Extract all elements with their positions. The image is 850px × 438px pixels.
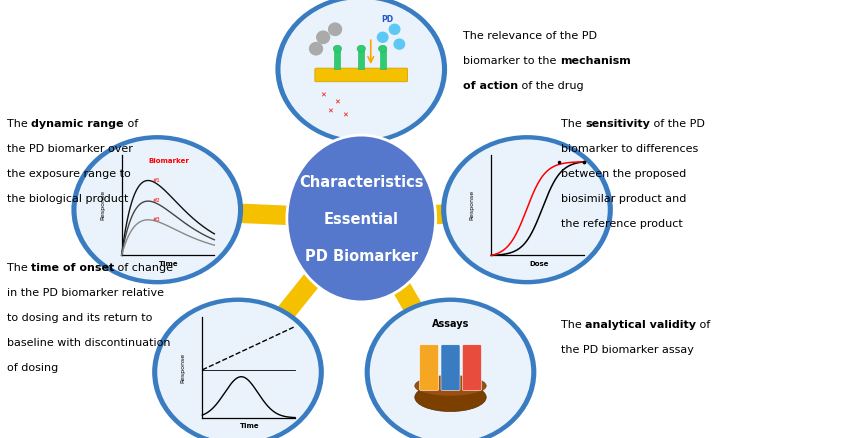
Bar bbox=[380, 49, 386, 70]
Text: Response: Response bbox=[100, 190, 105, 219]
Text: biomarker to the: biomarker to the bbox=[463, 56, 560, 66]
Text: of: of bbox=[123, 118, 138, 128]
Text: The: The bbox=[561, 320, 586, 330]
Text: baseline with discontinuation: baseline with discontinuation bbox=[7, 338, 170, 348]
Circle shape bbox=[377, 32, 388, 44]
Text: Response: Response bbox=[470, 190, 475, 219]
Text: The: The bbox=[7, 118, 31, 128]
Text: PD: PD bbox=[382, 15, 394, 24]
Text: Time: Time bbox=[159, 260, 179, 266]
Circle shape bbox=[316, 32, 331, 45]
Ellipse shape bbox=[280, 0, 442, 140]
Text: of the PD: of the PD bbox=[650, 118, 705, 128]
Ellipse shape bbox=[152, 298, 324, 438]
Text: #1: #1 bbox=[153, 177, 161, 182]
Ellipse shape bbox=[446, 140, 608, 280]
Text: #3: #3 bbox=[153, 216, 161, 221]
Text: The relevance of the PD: The relevance of the PD bbox=[463, 31, 598, 41]
Text: mechanism: mechanism bbox=[560, 56, 631, 66]
Ellipse shape bbox=[378, 46, 387, 53]
Text: the exposure range to: the exposure range to bbox=[7, 168, 131, 178]
Text: of change: of change bbox=[114, 263, 173, 273]
Text: Dose: Dose bbox=[530, 260, 548, 266]
Text: between the proposed: between the proposed bbox=[561, 168, 686, 178]
Ellipse shape bbox=[71, 136, 243, 285]
Bar bbox=[358, 49, 364, 70]
Text: ✕: ✕ bbox=[342, 113, 348, 119]
Text: biosimilar product and: biosimilar product and bbox=[561, 193, 686, 203]
Text: #2: #2 bbox=[153, 198, 161, 203]
Text: Time: Time bbox=[240, 422, 260, 428]
Text: of action: of action bbox=[463, 81, 518, 91]
Text: sensitivity: sensitivity bbox=[586, 118, 650, 128]
Text: of dosing: of dosing bbox=[7, 363, 58, 373]
Text: the biological product: the biological product bbox=[7, 193, 128, 203]
Text: dynamic range: dynamic range bbox=[31, 118, 123, 128]
Circle shape bbox=[309, 43, 323, 57]
Text: biomarker to differences: biomarker to differences bbox=[561, 143, 698, 153]
Bar bbox=[335, 49, 340, 70]
Ellipse shape bbox=[286, 136, 435, 302]
Circle shape bbox=[394, 39, 405, 51]
Text: PD Biomarker: PD Biomarker bbox=[304, 249, 418, 264]
Text: of the drug: of the drug bbox=[518, 81, 584, 91]
Ellipse shape bbox=[333, 46, 342, 53]
Ellipse shape bbox=[357, 46, 366, 53]
Ellipse shape bbox=[441, 136, 613, 285]
Ellipse shape bbox=[370, 302, 531, 438]
Text: The: The bbox=[561, 118, 586, 128]
Text: The: The bbox=[7, 263, 31, 273]
Text: analytical validity: analytical validity bbox=[586, 320, 696, 330]
Circle shape bbox=[388, 25, 400, 36]
FancyBboxPatch shape bbox=[441, 345, 460, 391]
Text: Characteristics: Characteristics bbox=[299, 174, 423, 189]
Text: time of onset: time of onset bbox=[31, 263, 114, 273]
Text: Essential: Essential bbox=[324, 212, 399, 226]
Ellipse shape bbox=[415, 383, 486, 412]
Text: Assays: Assays bbox=[432, 319, 469, 329]
FancyBboxPatch shape bbox=[314, 69, 408, 83]
Ellipse shape bbox=[76, 140, 238, 280]
Circle shape bbox=[328, 23, 343, 37]
Text: ✕: ✕ bbox=[320, 92, 326, 98]
Text: of: of bbox=[696, 320, 711, 330]
Text: Response: Response bbox=[181, 352, 186, 381]
FancyBboxPatch shape bbox=[462, 345, 481, 391]
Text: the PD biomarker over: the PD biomarker over bbox=[7, 143, 133, 153]
Text: ✕: ✕ bbox=[335, 99, 340, 105]
Text: to dosing and its return to: to dosing and its return to bbox=[7, 313, 152, 323]
Text: in the PD biomarker relative: in the PD biomarker relative bbox=[7, 288, 164, 298]
Ellipse shape bbox=[415, 376, 486, 396]
Ellipse shape bbox=[365, 298, 536, 438]
Text: the reference product: the reference product bbox=[561, 218, 683, 228]
FancyBboxPatch shape bbox=[420, 345, 439, 391]
Text: ✕: ✕ bbox=[327, 108, 333, 114]
Text: Biomarker: Biomarker bbox=[149, 157, 190, 163]
Text: the PD biomarker assay: the PD biomarker assay bbox=[561, 345, 694, 355]
Ellipse shape bbox=[275, 0, 447, 145]
Ellipse shape bbox=[157, 302, 319, 438]
